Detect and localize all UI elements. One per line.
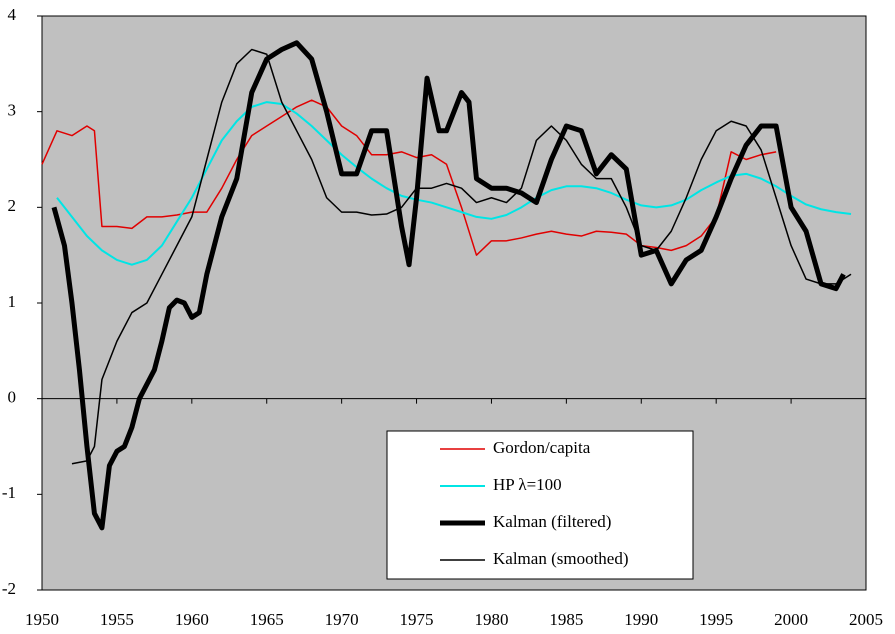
x-tick-label: 2005 — [849, 610, 883, 629]
x-tick-label: 1995 — [699, 610, 733, 629]
x-tick-label: 1975 — [400, 610, 434, 629]
x-tick-label: 1965 — [250, 610, 284, 629]
y-tick-label: -2 — [2, 579, 16, 598]
x-tick-label: 1985 — [549, 610, 583, 629]
x-tick-label: 1950 — [25, 610, 59, 629]
legend-label: Kalman (smoothed) — [493, 549, 629, 568]
y-tick-label: 1 — [8, 292, 17, 311]
x-tick-label: 1970 — [325, 610, 359, 629]
y-tick-label: 3 — [8, 101, 17, 120]
line — [71, 48, 852, 465]
legend-label: Kalman (filtered) — [493, 512, 611, 531]
line — [51, 40, 846, 531]
x-tick-label: 1990 — [624, 610, 658, 629]
line — [41, 99, 777, 256]
y-tick-label: -1 — [2, 483, 16, 502]
x-tick-label: 2000 — [774, 610, 808, 629]
legend — [386, 430, 694, 580]
x-tick-label: 1960 — [175, 610, 209, 629]
line — [56, 101, 852, 266]
legend-label: Gordon/capita — [493, 438, 591, 457]
legend-label: HP λ=100 — [493, 475, 562, 494]
x-tick-label: 1980 — [474, 610, 508, 629]
y-tick-label: 0 — [8, 388, 17, 407]
y-tick-label: 4 — [8, 5, 17, 24]
y-tick-label: 2 — [8, 196, 17, 215]
x-tick-label: 1955 — [100, 610, 134, 629]
